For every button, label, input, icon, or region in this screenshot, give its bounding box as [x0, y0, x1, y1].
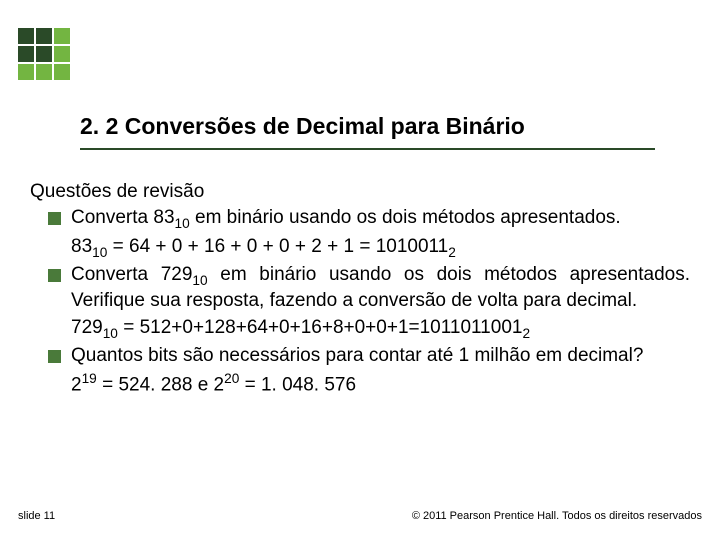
slide-title: 2. 2 Conversões de Decimal para Binário	[80, 113, 525, 140]
copyright-text: © 2011 Pearson Prentice Hall. Todos os d…	[412, 510, 702, 522]
title-underline	[80, 148, 655, 150]
bullet-subline: 219 = 524. 288 e 220 = 1. 048. 576	[71, 370, 690, 398]
bullet-marker-icon	[48, 350, 61, 363]
bullet-subline: 8310 = 64 + 0 + 16 + 0 + 0 + 2 + 1 = 101…	[71, 235, 690, 261]
bullet-text: Quantos bits são necessários para contar…	[71, 344, 690, 368]
bullet-marker-icon	[48, 269, 61, 282]
bullet-item: Converta 8310 em binário usando os dois …	[30, 206, 690, 232]
bullet-text: Converta 72910 em binário usando os dois…	[71, 263, 690, 314]
bullet-text: Converta 8310 em binário usando os dois …	[71, 206, 690, 232]
slide-number: slide 11	[18, 510, 55, 522]
bullet-subline: 72910 = 512+0+128+64+0+16+8+0+0+1=101101…	[71, 316, 690, 342]
bullet-marker-icon	[48, 212, 61, 225]
institution-logo	[18, 28, 70, 80]
content-heading: Questões de revisão	[30, 180, 690, 204]
content-area: Questões de revisão Converta 8310 em bin…	[30, 180, 690, 400]
bullet-item: Quantos bits são necessários para contar…	[30, 344, 690, 368]
bullet-item: Converta 72910 em binário usando os dois…	[30, 263, 690, 314]
